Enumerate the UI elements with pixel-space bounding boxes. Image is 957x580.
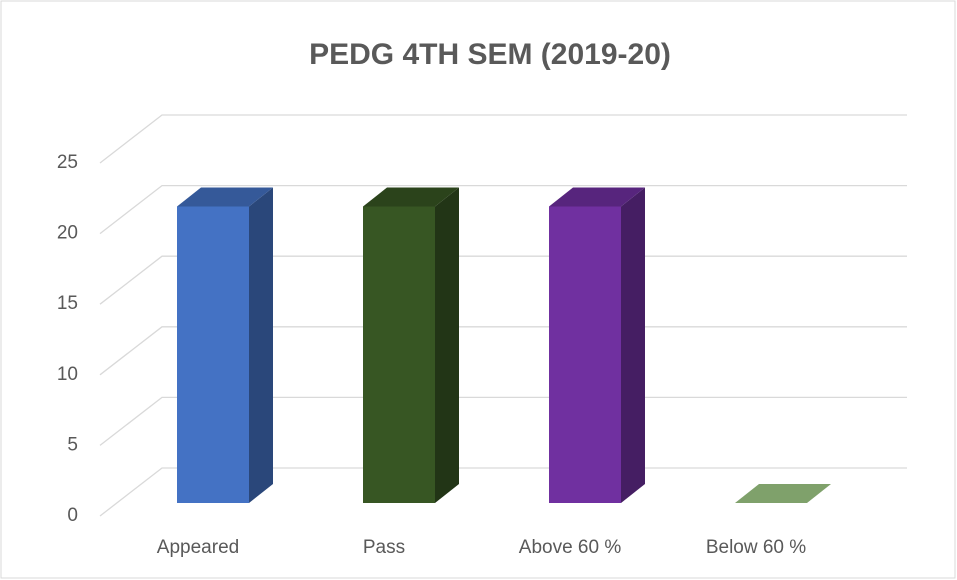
grid-line [99, 467, 907, 517]
x-tick-label: Appeared [157, 537, 239, 558]
y-tick-label: 0 [67, 505, 78, 526]
bar [549, 187, 645, 504]
bar [735, 484, 831, 503]
grid-line [99, 114, 907, 164]
y-tick-label: 20 [57, 223, 78, 244]
grid-line [99, 184, 907, 235]
bar-side [621, 187, 645, 504]
bar-top [549, 187, 645, 207]
x-tick-label: Above 60 % [519, 537, 622, 558]
y-tick-label: 10 [57, 364, 78, 385]
bar [363, 187, 459, 504]
y-tick-label: 5 [67, 434, 78, 455]
bar-side [249, 187, 273, 504]
bar-front [549, 206, 621, 504]
grid-line [99, 396, 907, 446]
bar-front [177, 206, 249, 504]
bar [177, 187, 273, 504]
chart-title: PEDG 4TH SEM (2019-20) [309, 38, 671, 71]
y-tick-label: 15 [57, 293, 78, 314]
x-tick-label: Pass [363, 537, 405, 558]
grid-line [99, 326, 907, 376]
bar-top [177, 187, 273, 207]
bar-top [363, 187, 459, 207]
grid-line [99, 255, 907, 305]
bar-side [435, 187, 459, 504]
y-tick-label: 25 [57, 152, 78, 173]
bar-top [735, 484, 831, 503]
bar-front [363, 206, 435, 504]
x-tick-label: Below 60 % [706, 537, 806, 558]
